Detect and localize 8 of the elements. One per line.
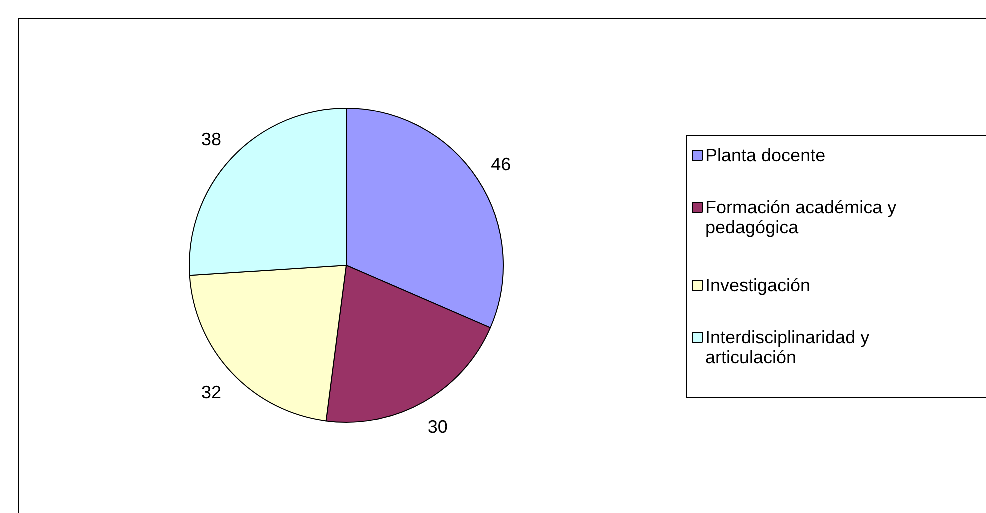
data-label: 32 — [202, 382, 222, 403]
legend-label: Interdisciplinaridad y articulación — [706, 328, 870, 368]
legend-label: Formación académica y pedagógica — [706, 198, 897, 238]
legend-label: Investigación — [706, 276, 811, 296]
data-label: 46 — [491, 154, 512, 174]
legend-label: Planta docente — [706, 146, 826, 166]
data-label: 38 — [202, 129, 222, 150]
data-label: 30 — [428, 416, 448, 437]
